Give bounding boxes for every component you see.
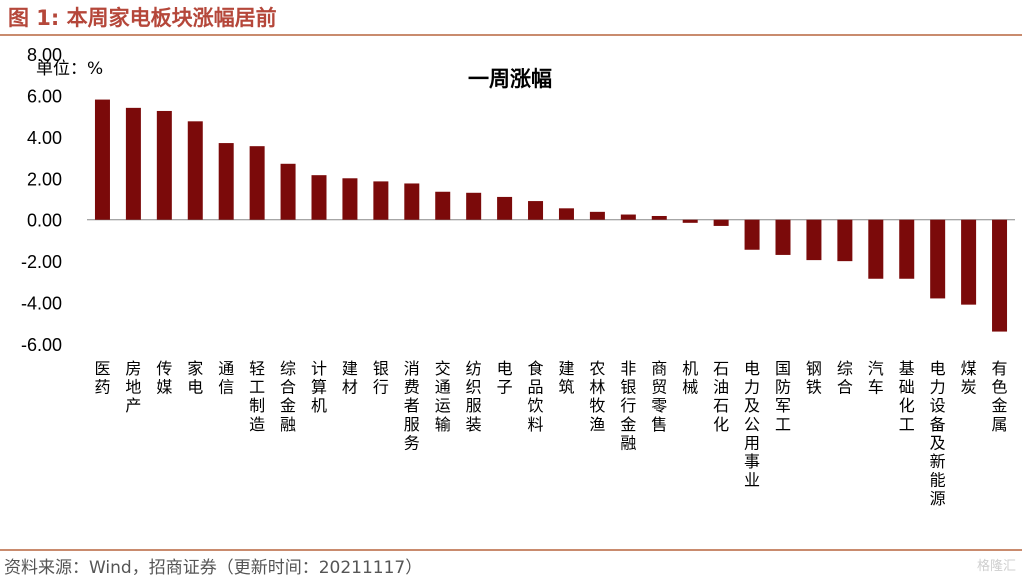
- bar: [992, 219, 1008, 332]
- x-tick-label: 银行: [373, 359, 389, 397]
- bar: [342, 178, 358, 220]
- bar: [466, 192, 482, 220]
- source-note: 资料来源：Wind，招商证券（更新时间：20211117）: [4, 558, 423, 578]
- bar-chart: 一周涨幅 单位：% 8.00 6.00 4.00 2.00 0.00 -2.00 -4.00…: [21, 45, 1015, 508]
- x-tick-label: 钢铁: [806, 359, 822, 397]
- y-tick-label: 0.00: [27, 211, 62, 231]
- x-tick-label: 电力及公用事业: [744, 359, 760, 490]
- y-tick-label: -2.00: [21, 252, 62, 272]
- x-tick-label: 机械: [682, 359, 698, 397]
- x-tick-label: 建筑: [558, 359, 574, 397]
- bar: [249, 146, 265, 220]
- bar: [528, 201, 544, 220]
- bar: [806, 219, 822, 261]
- bar: [868, 219, 884, 279]
- x-tick-label: 传媒: [156, 359, 172, 397]
- bar: [497, 196, 513, 220]
- bar: [651, 215, 667, 220]
- x-tick-label: 农林牧渔: [589, 359, 605, 434]
- x-tick-label: 商贸零售: [651, 359, 667, 434]
- x-tick-label: 综合金融: [280, 359, 296, 434]
- x-tick-label: 纺织服装: [466, 359, 482, 434]
- y-tick-label: 2.00: [27, 169, 62, 189]
- bar: [187, 121, 203, 220]
- bar: [311, 175, 327, 220]
- x-tick-label: 国防军工: [775, 359, 791, 434]
- bar: [404, 183, 420, 220]
- bar: [713, 219, 729, 226]
- x-tick-label: 汽车: [868, 359, 884, 397]
- x-tick-label: 食品饮料: [528, 359, 544, 434]
- y-tick-label: 6.00: [27, 86, 62, 106]
- bars: [94, 99, 1008, 332]
- bar: [744, 219, 760, 250]
- y-axis-ticks: 8.00 6.00 4.00 2.00 0.00 -2.00 -4.00 -6.00: [21, 45, 62, 355]
- bar: [930, 219, 946, 299]
- bar: [218, 143, 234, 220]
- bar: [125, 107, 141, 220]
- bar: [156, 110, 172, 220]
- y-tick-label: -6.00: [21, 335, 62, 355]
- y-tick-label: 4.00: [27, 128, 62, 148]
- x-tick-label: 煤炭: [961, 359, 977, 397]
- bar: [558, 208, 574, 220]
- x-tick-label: 非银行金融: [620, 359, 636, 452]
- bottom-rule: [0, 549, 1022, 551]
- x-tick-label: 电力设备及新能源: [930, 359, 946, 508]
- bar: [961, 219, 977, 305]
- unit-label: 单位：%: [36, 59, 103, 79]
- x-axis-labels: 医药房地产传媒家电通信轻工制造综合金融计算机建材银行消费者服务交通运输纺织服装电…: [94, 359, 1007, 508]
- x-tick-label: 基础化工: [899, 359, 915, 434]
- bar: [899, 219, 915, 279]
- x-tick-label: 电子: [497, 359, 513, 397]
- bar: [837, 219, 853, 262]
- x-tick-label: 轻工制造: [249, 359, 265, 434]
- bar: [94, 99, 110, 220]
- x-tick-label: 通信: [218, 359, 234, 397]
- x-tick-label: 建材: [342, 359, 358, 397]
- y-tick-label: -4.00: [21, 294, 62, 314]
- top-rule: [0, 34, 1022, 36]
- chart-title: 一周涨幅: [468, 67, 552, 91]
- bar: [620, 214, 636, 220]
- x-tick-label: 有色金属: [992, 359, 1008, 434]
- watermark: 格隆汇: [976, 559, 1016, 574]
- bar: [775, 219, 791, 255]
- bar: [682, 219, 698, 223]
- x-tick-label: 家电: [187, 359, 203, 397]
- x-tick-label: 消费者服务: [404, 359, 420, 452]
- x-tick-label: 医药: [94, 359, 110, 397]
- figure-title: 图 1: 本周家电板块涨幅居前: [8, 6, 277, 30]
- x-tick-label: 计算机: [311, 359, 327, 415]
- bar: [373, 181, 389, 220]
- bar: [280, 163, 296, 220]
- x-tick-label: 综合: [837, 359, 853, 397]
- x-tick-label: 交通运输: [435, 359, 451, 434]
- bar: [589, 211, 605, 220]
- x-tick-label: 石油石化: [713, 359, 729, 434]
- bar: [435, 191, 451, 220]
- x-tick-label: 房地产: [125, 359, 141, 415]
- y-tick-label: 8.00: [27, 45, 62, 65]
